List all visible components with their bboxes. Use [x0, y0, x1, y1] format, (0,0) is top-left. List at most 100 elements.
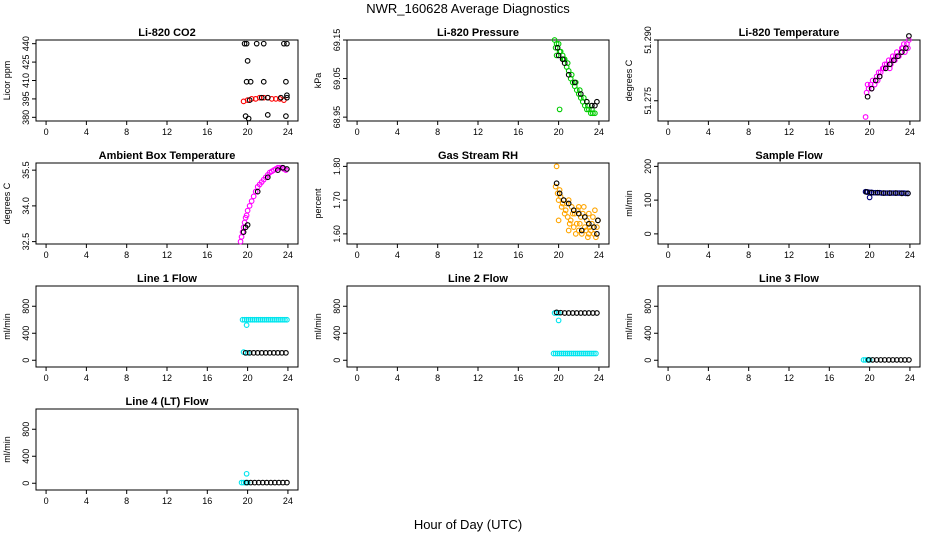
data-point: [593, 350, 599, 357]
y-tick-label: 51.290: [643, 26, 653, 54]
data-point: [241, 316, 248, 323]
data-point: [899, 49, 905, 56]
data-point: [862, 357, 869, 363]
data-point: [252, 188, 259, 195]
data-point: [578, 227, 585, 234]
data-point: [594, 231, 600, 237]
data-point: [877, 357, 884, 363]
data-point: [594, 310, 600, 316]
data-point: [265, 316, 272, 323]
x-tick-label: 20: [554, 127, 564, 137]
x-tick-label: 20: [554, 373, 564, 383]
x-tick-label: 12: [162, 496, 172, 506]
data-point: [243, 316, 250, 323]
panel-sample-flow: Sample Flow ml/min 0 4 8 12 16 20 24 0 100 200: [624, 150, 921, 260]
data-point: [565, 68, 572, 74]
data-point: [894, 190, 901, 196]
data-point: [578, 350, 585, 357]
data-point: [243, 40, 250, 47]
y-tick-label: 400: [21, 326, 31, 341]
data-point: [889, 357, 896, 363]
data-point: [573, 310, 580, 316]
data-point: [572, 231, 579, 237]
x-tick-label: 8: [124, 250, 129, 260]
data-point: [584, 234, 591, 241]
y-tick-label: 0: [21, 358, 31, 363]
x-tick-label: 16: [202, 496, 212, 506]
x-tick-label: 4: [84, 373, 89, 383]
data-point: [284, 166, 290, 172]
data-point: [251, 479, 258, 486]
y-axis-label: degrees C: [624, 59, 634, 101]
data-point: [592, 207, 598, 214]
x-tick-label: 4: [84, 250, 89, 260]
data-point: [554, 350, 561, 357]
data-point: [580, 95, 587, 101]
panel-title: Li-820 Pressure: [437, 27, 519, 39]
data-point: [256, 94, 263, 101]
data-point: [259, 479, 266, 486]
data-point: [574, 207, 581, 214]
y-tick-label: 440: [21, 36, 31, 51]
y-tick-label: 69.05: [332, 67, 342, 90]
y-tick-label: 380: [21, 110, 31, 125]
data-point: [554, 44, 561, 51]
data-point: [893, 357, 900, 363]
data-point: [872, 77, 879, 84]
data-point: [565, 71, 572, 78]
data-point: [565, 200, 572, 207]
data-point: [556, 190, 563, 197]
data-point: [555, 52, 562, 59]
panel-title: Line 4 (LT) Flow: [126, 396, 209, 408]
data-point: [592, 110, 598, 117]
data-point: [899, 190, 905, 197]
data-point: [584, 350, 591, 357]
y-tick-label: 400: [21, 449, 31, 464]
data-point: [553, 180, 560, 187]
data-point: [868, 85, 875, 92]
data-point: [255, 479, 262, 486]
panel-li-820-co2: Li-820 CO2 Licor ppm 0 4 8 12 16 20 24 380 395 410 4…: [2, 27, 299, 137]
data-point: [571, 79, 578, 86]
data-point: [880, 190, 887, 196]
y-tick-label: 32.5: [21, 233, 31, 251]
x-tick-label: 12: [473, 373, 483, 383]
panel-ambient-box-temperature: Ambient Box Temperature degrees C 0 4 8 12 16 2…: [2, 150, 299, 260]
x-tick-label: 20: [243, 250, 253, 260]
y-tick-label: 68.95: [332, 106, 342, 129]
data-point: [553, 163, 560, 170]
y-axis-label: degrees C: [2, 182, 12, 224]
data-point: [576, 350, 583, 357]
plot-frame: [35, 408, 299, 491]
data-point: [865, 357, 872, 363]
data-point: [257, 316, 264, 323]
data-point: [274, 167, 281, 173]
panel-title: Sample Flow: [755, 150, 823, 162]
data-point: [570, 350, 577, 357]
data-point: [253, 316, 260, 323]
data-point: [550, 350, 557, 357]
y-tick-label: 1.70: [332, 191, 342, 209]
data-point: [283, 113, 289, 119]
y-axis-label: ml/min: [2, 313, 12, 340]
data-point: [243, 479, 250, 486]
data-point: [557, 193, 564, 200]
series-magenta: [237, 164, 289, 245]
data-point: [886, 65, 893, 72]
data-point: [254, 188, 261, 195]
y-tick-label: 51.275: [643, 87, 653, 115]
data-point: [280, 316, 286, 323]
data-point: [271, 316, 278, 323]
data-point: [279, 349, 285, 356]
data-point: [580, 204, 587, 210]
data-point: [272, 96, 279, 102]
y-tick-label: 69.15: [332, 29, 342, 52]
panel-title: Line 1 Flow: [137, 273, 197, 285]
data-point: [558, 350, 565, 357]
data-point: [561, 60, 568, 66]
data-point: [590, 214, 596, 220]
data-point: [282, 316, 288, 323]
data-point: [266, 349, 273, 356]
x-tick-label: 20: [243, 496, 253, 506]
